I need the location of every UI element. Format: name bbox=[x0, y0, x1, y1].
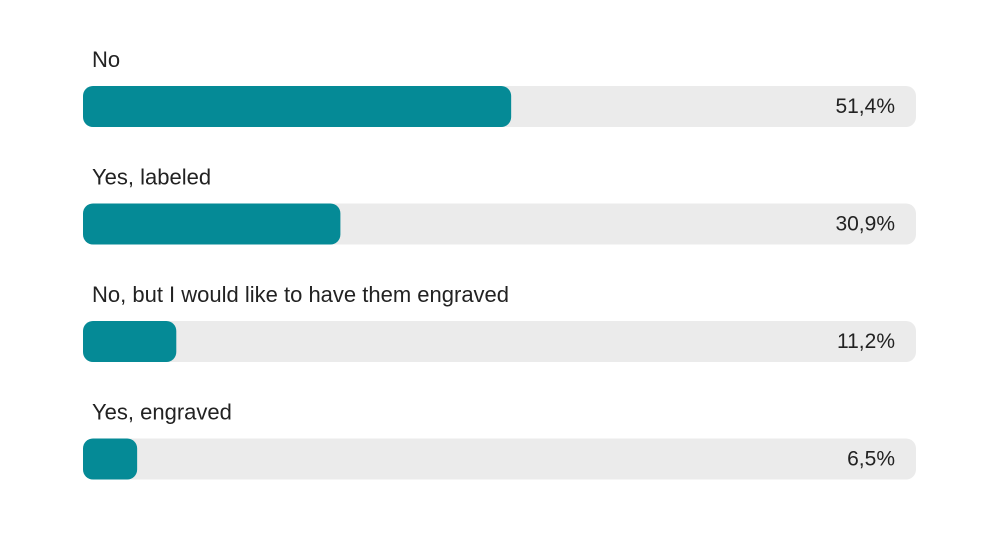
category-label: Yes, engraved bbox=[92, 399, 232, 424]
bar bbox=[83, 203, 341, 245]
value-label: 6,5% bbox=[847, 448, 895, 471]
value-label: 51,4% bbox=[835, 95, 895, 118]
category-label: No bbox=[92, 47, 120, 72]
bar bbox=[83, 438, 138, 480]
bar-track bbox=[83, 438, 916, 480]
bar-track bbox=[83, 321, 916, 362]
bar bbox=[83, 321, 177, 362]
value-label: 30,9% bbox=[835, 213, 895, 236]
value-label: 11,2% bbox=[837, 330, 895, 353]
category-label: Yes, labeled bbox=[92, 164, 211, 189]
bar bbox=[83, 86, 512, 127]
category-label: No, but I would like to have them engrav… bbox=[92, 282, 509, 307]
